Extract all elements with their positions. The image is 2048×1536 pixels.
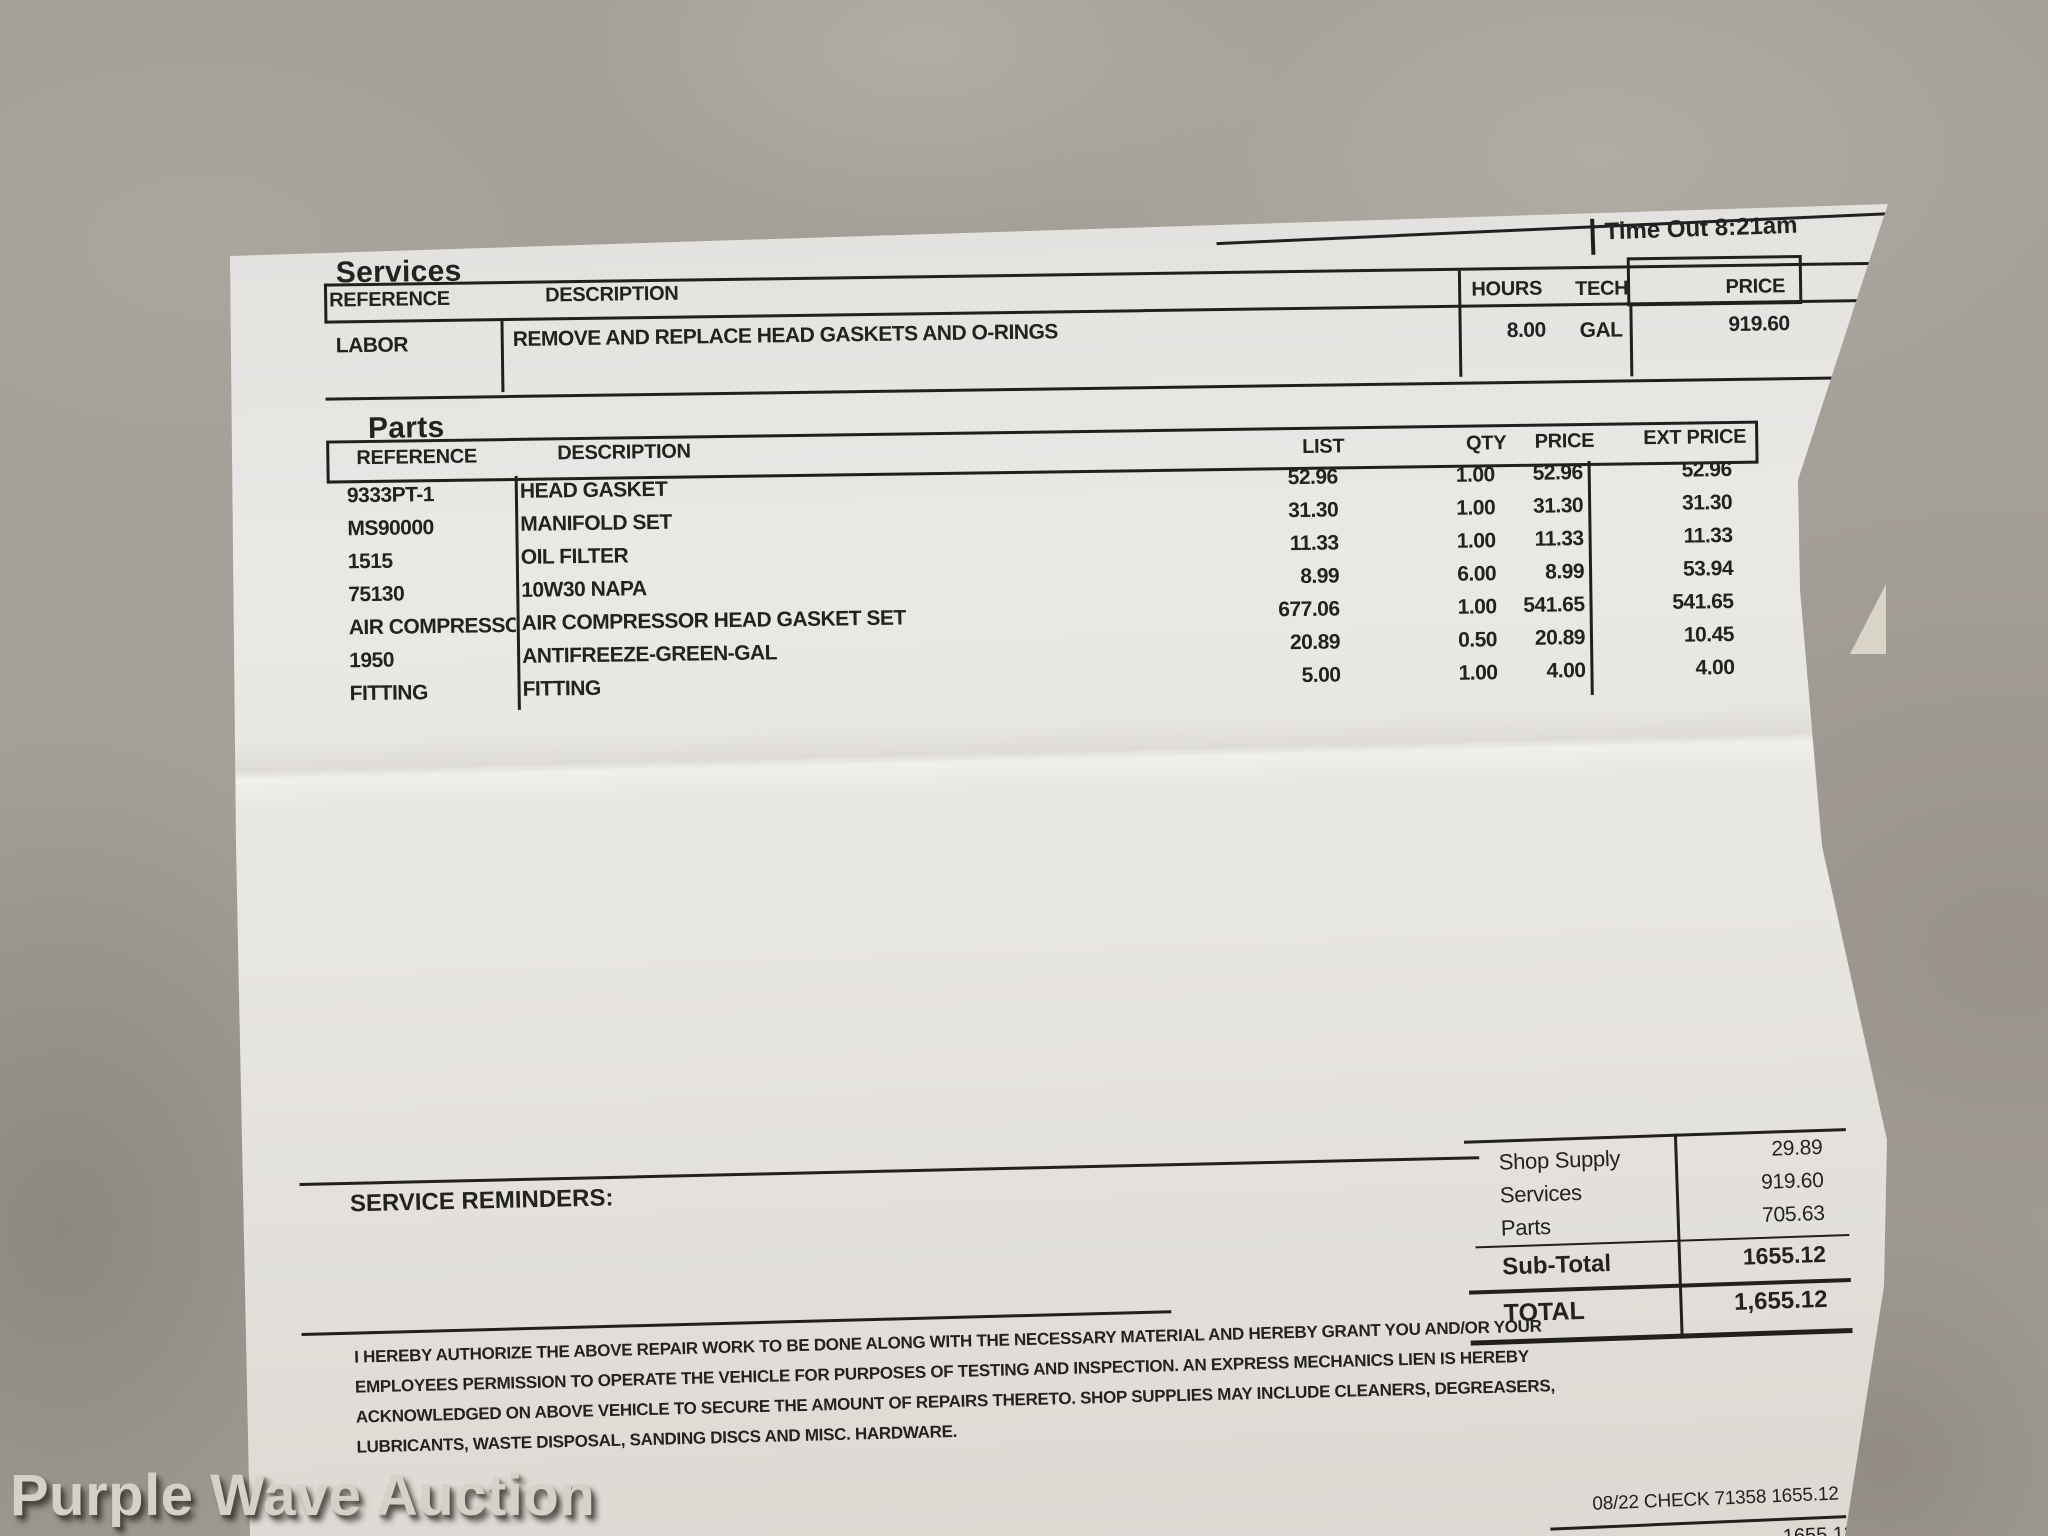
service-hours: 8.00	[1506, 318, 1546, 343]
totals-services-value: 919.60	[1760, 1168, 1824, 1194]
subtotal-label: Sub-Total	[1501, 1249, 1612, 1281]
total-value: 1,655.12	[1733, 1285, 1828, 1316]
services-ref-desc-divider	[500, 320, 505, 393]
part-description: AIR COMPRESSOR HEAD GASKET SET	[521, 606, 906, 635]
parts-col-ext-price: EXT PRICE	[1643, 425, 1747, 450]
invoice-content: Time Out 8:21am Services REFERENCE DESCR…	[230, 204, 1888, 1536]
part-price: 541.65	[1523, 593, 1585, 617]
part-description: 10W30 NAPA	[521, 577, 647, 602]
part-reference: 1515	[347, 549, 393, 574]
part-list: 11.33	[1289, 531, 1339, 556]
services-col-description: DESCRIPTION	[544, 282, 679, 307]
part-price: 31.30	[1532, 494, 1584, 518]
totals-shop-supply-label: Shop Supply	[1498, 1145, 1621, 1175]
part-description: OIL FILTER	[520, 544, 629, 569]
part-list: 8.99	[1300, 564, 1340, 588]
part-reference: MS90000	[347, 516, 434, 541]
part-ext-price: 10.45	[1683, 622, 1735, 647]
parts-col-reference: REFERENCE	[356, 445, 478, 470]
authorization-text-block: I HEREBY AUTHORIZE THE ABOVE REPAIR WORK…	[301, 1299, 1582, 1457]
services-col-price: PRICE	[1725, 275, 1786, 299]
part-price: 4.00	[1546, 659, 1586, 683]
part-description: ANTIFREEZE-GREEN-GAL	[521, 641, 778, 668]
part-list: 31.30	[1287, 498, 1339, 523]
part-reference: FITTING	[349, 681, 428, 706]
part-ext-price: 4.00	[1695, 655, 1735, 680]
services-col-hours: HOURS	[1471, 277, 1543, 301]
service-tech: GAL	[1579, 318, 1623, 343]
part-description: HEAD GASKET	[519, 477, 668, 503]
paper-fold-crease	[230, 698, 1888, 810]
part-ext-price: 52.96	[1681, 457, 1732, 482]
service-reminders-top-border	[299, 1156, 1480, 1187]
part-ext-price: 53.94	[1682, 556, 1734, 581]
time-out-label: Time Out 8:21am	[1590, 211, 1799, 255]
parts-ref-desc-divider	[514, 475, 521, 710]
part-ext-price: 541.65	[1672, 589, 1734, 614]
service-reference: LABOR	[335, 333, 409, 358]
parts-col-description: DESCRIPTION	[557, 440, 691, 465]
totals-parts-value: 705.63	[1761, 1201, 1825, 1227]
totals-services-label: Services	[1499, 1179, 1583, 1208]
services-table-bottom-border	[325, 375, 1888, 401]
part-description: MANIFOLD SET	[520, 510, 672, 536]
parts-col-list: LIST	[1302, 435, 1345, 458]
totals-box: Shop Supply 29.89 Services 919.60 Parts …	[1464, 1128, 1853, 1349]
part-reference: 9333PT-1	[346, 483, 435, 508]
services-col-tech: TECH	[1574, 277, 1629, 301]
parts-col-price: PRICE	[1534, 429, 1595, 453]
part-description: FITTING	[522, 676, 601, 701]
payment-footer: 08/22 CHECK 71358 1655.12 1655.12	[1549, 1482, 1869, 1536]
part-price: 52.96	[1532, 461, 1583, 485]
part-price: 8.99	[1545, 560, 1585, 584]
part-reference: 75130	[348, 582, 405, 607]
purple-wave-watermark: Purple Wave Auction	[10, 1463, 596, 1528]
part-ext-price: 31.30	[1681, 490, 1733, 515]
part-price: 20.89	[1534, 626, 1586, 650]
totals-shop-supply-value: 29.89	[1771, 1135, 1823, 1161]
part-list: 677.06	[1278, 597, 1340, 622]
service-price: 919.60	[1728, 312, 1790, 336]
part-reference: 1950	[349, 648, 395, 673]
service-description: REMOVE AND REPLACE HEAD GASKETS AND O-RI…	[512, 320, 1058, 351]
services-tech-price-divider	[1629, 304, 1634, 377]
check-line-partial: 1655.12	[1782, 1522, 1856, 1536]
part-reference: AIR COMPRESSOR HEA	[348, 613, 516, 640]
service-reminders-title: SERVICE REMINDERS:	[349, 1184, 614, 1218]
part-list: 52.96	[1287, 465, 1338, 490]
part-ext-price: 11.33	[1683, 523, 1733, 548]
check-line: 08/22 CHECK 71358 1655.12	[1591, 1483, 1840, 1515]
part-list: 20.89	[1289, 630, 1341, 655]
invoice-paper: Time Out 8:21am Services REFERENCE DESCR…	[230, 204, 1888, 1536]
services-col-reference: REFERENCE	[329, 287, 450, 312]
legal-line: LUBRICANTS, WASTE DISPOSAL, SANDING DISC…	[356, 1421, 958, 1457]
totals-parts-label: Parts	[1500, 1213, 1552, 1241]
subtotal-value: 1655.12	[1742, 1240, 1827, 1270]
services-table-left-border	[323, 283, 328, 324]
part-list: 5.00	[1301, 663, 1341, 687]
part-price: 11.33	[1534, 527, 1584, 551]
